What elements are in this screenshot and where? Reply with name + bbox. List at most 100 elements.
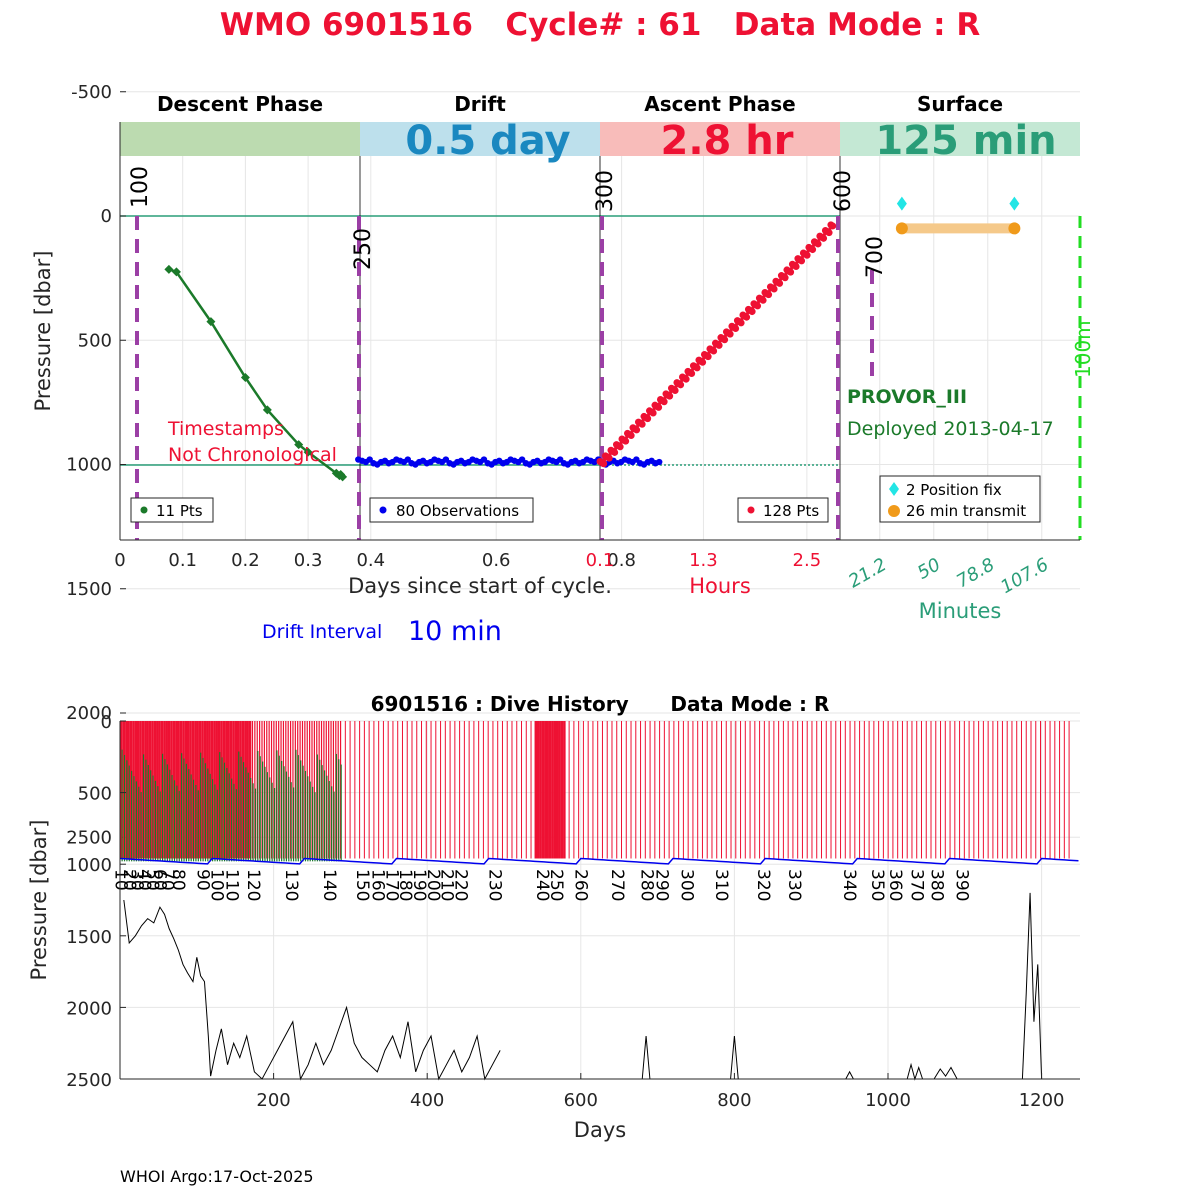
banner-ascent <box>600 122 840 156</box>
ascent-point <box>693 364 701 372</box>
x-tick-label-days: 0.6 <box>482 550 511 571</box>
ascent-point <box>743 313 751 321</box>
cycle-number-label: 100 <box>206 869 226 901</box>
ascent-point <box>765 291 773 299</box>
drift-interval-label: Drift Interval <box>262 621 382 643</box>
x-tick-label-days: 0.4 <box>356 550 385 571</box>
ascent-point <box>776 279 784 287</box>
x-tick-label: 600 <box>564 1090 598 1111</box>
x-tick-label: 1000 <box>865 1090 911 1111</box>
ascent-point <box>611 448 619 456</box>
max-depth-series <box>123 899 501 1081</box>
ascent-point <box>660 398 668 406</box>
ascent-point <box>638 420 646 428</box>
legend-ascent: 128 Pts <box>737 497 829 523</box>
cycle-number-label: 390 <box>951 869 971 901</box>
ascent-point <box>616 443 624 451</box>
ascent-point <box>792 262 800 270</box>
cycle-number-label: 350 <box>867 869 887 901</box>
y-tick-label: 500 <box>78 784 112 805</box>
banner-surface <box>840 122 1080 156</box>
phase-marker-label: 600 <box>831 170 856 212</box>
x-tick-label-hours: 0.1 <box>586 550 615 571</box>
cycle-number-label: 50 <box>142 869 162 891</box>
cycle-number-label: 160 <box>368 869 388 901</box>
max-depth-series <box>730 1035 739 1080</box>
cycle-number-label: 230 <box>484 869 504 901</box>
cycle-number-label: 280 <box>636 869 656 901</box>
legend-descent-marker <box>140 506 148 514</box>
ascent-point <box>633 426 641 434</box>
y-tick-label: 2000 <box>66 703 112 724</box>
cycle-number-label: 370 <box>907 869 927 901</box>
ascent-point <box>644 415 652 423</box>
cycle-number-label: 150 <box>352 869 372 901</box>
ascent-point <box>655 403 663 411</box>
dive-history-chart: 6901516 : Dive History Data Mode : R 102… <box>27 692 1080 1142</box>
ascent-point <box>829 222 837 230</box>
x-tick-label-days: 0.8 <box>607 550 636 571</box>
x-tick-label: 800 <box>717 1090 751 1111</box>
ascent-point <box>748 308 756 316</box>
x-tick-label: 200 <box>256 1090 290 1111</box>
legend-descent-label: 11 Pts <box>156 502 203 520</box>
cycle-number-label: 20 <box>119 869 139 891</box>
float-type: PROVOR_III <box>847 386 967 408</box>
ascent-point <box>677 381 685 389</box>
max-depth-line <box>123 892 1043 1081</box>
cycle-number-label: 120 <box>243 869 263 901</box>
banner-drift <box>360 122 600 156</box>
x-tick-label: 1200 <box>1019 1090 1065 1111</box>
cycle-chart: Descent Phase Drift Ascent Phase Surface… <box>31 82 1095 849</box>
ascent-point <box>770 285 778 293</box>
descent-point <box>164 264 174 274</box>
x-axis-label-days: Days since start of cycle. <box>348 574 612 598</box>
x-tick-label-days: 0.2 <box>231 550 260 571</box>
legend-ascent-label: 128 Pts <box>763 502 819 520</box>
descent-point <box>262 405 272 415</box>
y-tick-label: 2500 <box>66 827 112 848</box>
x-axis-label-minutes: Minutes <box>919 599 1002 623</box>
y-tick-label: 1000 <box>66 455 112 476</box>
transmit-point <box>895 222 908 235</box>
y-tick-label: 1000 <box>66 855 112 876</box>
y-tick-label: 0 <box>101 712 112 733</box>
ascent-point <box>715 341 723 349</box>
ascent-point <box>666 392 674 400</box>
footer-credit: WHOI Argo:17-Oct-2025 <box>120 1167 314 1186</box>
phase-marker-label: 100 <box>128 166 153 208</box>
dive-drift-line <box>119 857 1079 865</box>
y-tick-label: 2000 <box>66 998 112 1019</box>
cycle-number-label: 30 <box>126 869 146 891</box>
dive-grid <box>120 720 1080 1080</box>
cycle-number-label: 290 <box>652 869 672 901</box>
ascent-point <box>649 409 657 417</box>
ascent-point <box>814 240 822 248</box>
ascent-point <box>787 268 795 276</box>
surface-duration: 125 min <box>875 118 1056 164</box>
y-tick-label: 500 <box>78 330 112 351</box>
cycle-number-label: 360 <box>885 869 905 901</box>
x-tick-label-days: 0.3 <box>294 550 323 571</box>
phase-label-descent: Descent Phase <box>157 92 323 116</box>
cycle-number-label: 220 <box>451 869 471 901</box>
transmit-point <box>1008 222 1021 235</box>
drift-duration: 0.5 day <box>405 118 570 164</box>
legend-drift-label: 80 Observations <box>396 502 519 520</box>
cycle-data <box>164 196 1021 482</box>
legend-drift: 80 Observations <box>369 497 534 523</box>
cycle-number-label: 210 <box>437 869 457 901</box>
cycle-number-label: 130 <box>281 869 301 901</box>
ascent-point <box>622 437 630 445</box>
ascent-point <box>809 246 817 254</box>
max-depth-series <box>933 1066 958 1080</box>
cycle-number-label: 180 <box>395 869 415 901</box>
legend-position-fix-label: 2 Position fix <box>906 481 1002 499</box>
phase-markers: 100 250 300 600 700 100m <box>128 166 1095 540</box>
cycle-number-label: 110 <box>222 869 242 901</box>
drift-point <box>656 458 663 466</box>
x-tick-label: 400 <box>410 1090 444 1111</box>
dive-y-axis-label: Pressure [dbar] <box>27 820 51 981</box>
